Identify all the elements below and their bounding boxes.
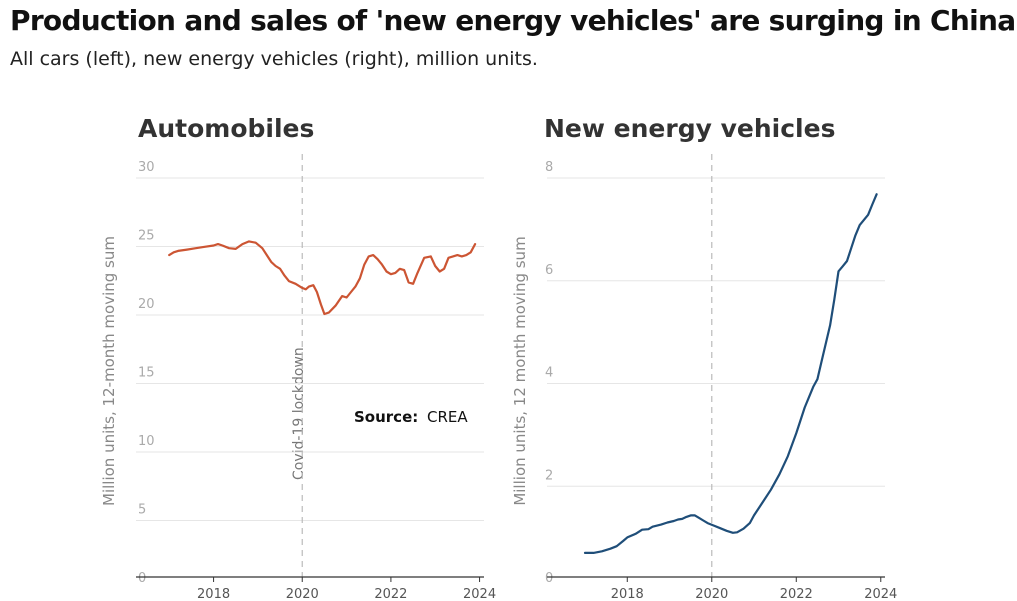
source-value: CREA	[427, 408, 468, 426]
automobiles-title: Automobiles	[138, 114, 314, 143]
nev-x-tick-label: 2020	[695, 587, 728, 601]
automobiles-y-axis-label: Million units, 12-month moving sum	[100, 236, 118, 506]
nev-x-tick-label: 2024	[864, 587, 897, 601]
nev-y-tick-label: 2	[545, 468, 553, 483]
automobiles-y-tick-label: 10	[138, 434, 155, 449]
automobiles-y-tick-label: 5	[138, 503, 146, 518]
chart-subtitle: All cars (left), new energy vehicles (ri…	[10, 48, 538, 70]
automobiles-panel: Automobiles Million units, 12-month movi…	[100, 114, 496, 601]
automobiles-y-tick-label: 0	[138, 571, 146, 586]
nev-x-tick-label: 2018	[611, 587, 644, 601]
nev-panel: New energy vehicles Million units, 12 mo…	[511, 114, 897, 601]
nev-y-tick-label: 0	[545, 571, 553, 586]
nev-series-line	[583, 193, 878, 554]
automobiles-x-tick-label: 2018	[197, 587, 230, 601]
nev-title: New energy vehicles	[544, 114, 835, 143]
source-label: Source:	[354, 408, 418, 426]
automobiles-series-line	[168, 240, 477, 316]
automobiles-x-tick-label: 2024	[463, 587, 496, 601]
nev-y-tick-label: 8	[545, 160, 553, 175]
nev-y-tick-label: 4	[545, 366, 553, 381]
automobiles-y-tick-label: 30	[138, 160, 155, 175]
source-note: Source: CREA	[354, 408, 468, 426]
automobiles-x-tick-label: 2020	[286, 587, 319, 601]
automobiles-y-tick-label: 20	[138, 297, 155, 312]
automobiles-x-tick-label: 2022	[374, 587, 407, 601]
chart-title: Production and sales of 'new energy vehi…	[10, 4, 1016, 37]
automobiles-y-tick-label: 15	[138, 366, 155, 381]
automobiles-y-tick-label: 25	[138, 229, 155, 244]
lockdown-annotation-label: Covid-19 lockdown	[291, 347, 307, 480]
nev-x-tick-label: 2022	[780, 587, 813, 601]
nev-y-tick-label: 6	[545, 263, 553, 278]
nev-y-axis-label: Million units, 12 month moving sum	[511, 236, 529, 505]
